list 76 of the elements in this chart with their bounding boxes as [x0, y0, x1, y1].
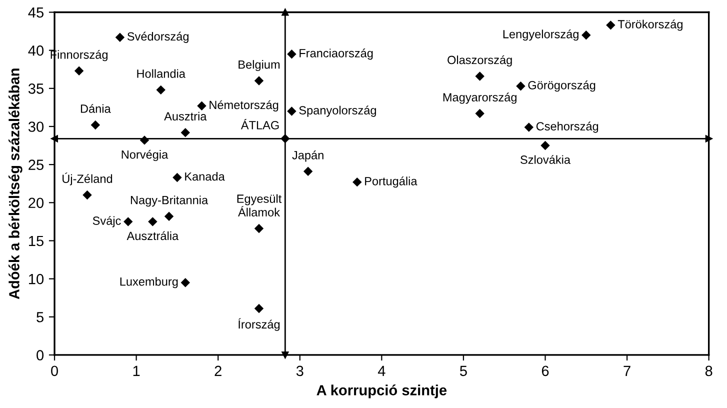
point	[540, 140, 550, 150]
point	[74, 66, 84, 76]
y-tick-label: 5	[36, 312, 44, 322]
point	[524, 122, 534, 132]
point	[254, 76, 264, 86]
annotation: Portugália	[365, 176, 418, 188]
y-tick-label: 45	[28, 7, 44, 18]
y-tick-label: 35	[28, 84, 44, 94]
point	[606, 20, 616, 30]
x-tick-label: 3	[296, 366, 304, 376]
annotation: Ausztrália	[126, 231, 179, 240]
point	[582, 30, 591, 40]
annotation: Norvégia	[122, 150, 168, 162]
point	[475, 72, 484, 81]
annotation: ÁTLAG	[240, 119, 279, 130]
annotation: Magyarország	[443, 92, 516, 104]
x-axis-title: A korrupció szintje	[316, 384, 447, 398]
annotation: Franciaország	[300, 48, 373, 60]
point	[148, 217, 158, 226]
x-tick-label: 6	[542, 366, 549, 376]
x-tick-label: 4	[378, 366, 386, 376]
annotation: Svédország	[127, 32, 188, 43]
x-tick-label: 1	[133, 366, 140, 376]
point	[197, 101, 206, 111]
point	[475, 108, 484, 118]
annotation: Kanada	[185, 172, 225, 181]
x-tick-label: 5	[460, 366, 467, 376]
y-tick-label: 25	[28, 160, 44, 170]
annotation: Nagy-Britannia	[130, 196, 208, 207]
annotation: Japán	[292, 150, 324, 162]
point	[180, 128, 190, 138]
annotation: Olaszország	[448, 55, 512, 66]
y-tick-label: 0	[36, 350, 44, 360]
point	[287, 50, 296, 59]
y-tick-label: 15	[29, 236, 44, 246]
annotation: Dánia	[80, 104, 111, 113]
x-tick-label: 2	[214, 366, 222, 376]
annotation: Törökország	[618, 20, 682, 31]
y-tick-label: 10	[29, 274, 44, 284]
annotation: Szlovákia	[520, 155, 571, 164]
point	[280, 134, 290, 144]
y-axis-title: Adóék a bérköltség százalékában	[8, 68, 22, 300]
point	[303, 166, 313, 176]
point	[287, 106, 296, 116]
annotation: Csehország	[536, 122, 598, 133]
annotation: Hollandia	[137, 69, 186, 78]
point	[254, 304, 264, 314]
annotation: Írország	[238, 318, 280, 331]
y-tick-label: 40	[28, 45, 44, 56]
annotation: Görögország	[528, 80, 596, 92]
annotation: Új-Zéland	[62, 172, 112, 186]
annotation: Ausztria	[164, 112, 207, 121]
annotation: Luxemburg	[120, 277, 178, 288]
y-tick-label: 30	[28, 122, 44, 132]
point	[180, 278, 190, 288]
annotation: Belgium	[238, 60, 280, 72]
annotation: Svájc	[92, 216, 121, 228]
y-tick-label: 20	[28, 198, 44, 208]
annotation: Spanyolország	[299, 106, 376, 117]
point	[254, 224, 264, 234]
annotation: Egyesült Államok	[237, 194, 282, 216]
x-tick-label: 7	[624, 366, 630, 376]
point	[516, 82, 526, 91]
point	[82, 190, 92, 200]
point	[124, 217, 133, 226]
point	[172, 172, 182, 182]
point	[164, 212, 174, 221]
x-tick-label: 0	[51, 366, 58, 376]
point	[115, 32, 125, 42]
point	[140, 136, 150, 145]
annotation: Lengyelország	[503, 30, 578, 41]
point	[156, 85, 166, 95]
point	[352, 177, 362, 187]
x-tick-label: 8	[705, 366, 712, 376]
annotation: Németország	[210, 100, 278, 112]
point	[90, 120, 100, 130]
